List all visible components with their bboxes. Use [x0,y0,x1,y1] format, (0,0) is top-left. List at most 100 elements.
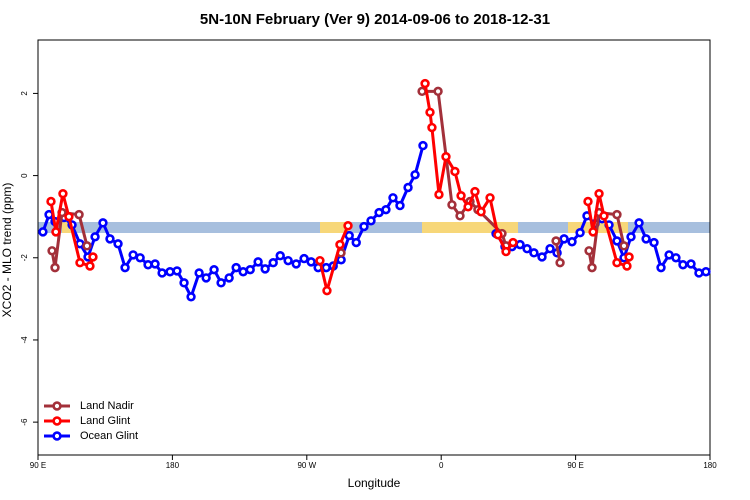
data-point [456,191,466,201]
data-point [555,258,565,268]
data-point [447,200,457,210]
data-point [231,262,241,273]
data-point [671,253,681,263]
x-tick-label: 180 [166,461,180,470]
data-point [678,260,688,270]
data-point [649,237,659,248]
data-point [403,182,413,193]
y-tick-label: -4 [20,336,29,344]
data-point [584,246,594,256]
data-point [283,255,293,266]
data-point [82,241,92,251]
data-point [135,253,145,263]
land-patch [320,222,350,233]
data-point [701,267,711,277]
y-axis-label: XCO2 - MLO trend (ppm) [0,183,14,318]
data-point [395,200,405,211]
data-point [105,234,115,244]
data-point [275,251,285,261]
data-point [216,278,226,288]
y-tick-label: -6 [20,418,29,426]
data-point [143,260,153,270]
data-point [88,252,98,262]
y-tick-label: 2 [20,91,29,96]
legend-label: Land Nadir [80,400,134,412]
data-point [268,258,278,268]
data-point [463,202,473,212]
data-point [260,264,270,274]
data-point [224,273,234,283]
x-tick-label: 0 [439,461,444,470]
x-tick-label: 90 E [30,461,46,470]
data-point [626,232,636,242]
data-point [594,188,604,199]
data-point [433,86,443,97]
data-point [58,188,68,199]
data-point [545,244,555,254]
data-point [120,262,130,273]
data-point [194,268,204,278]
data-point [209,264,219,275]
data-point [50,262,60,273]
data-point [306,257,316,267]
chart-title: 5N-10N February (Ver 9) 2014-09-06 to 20… [200,11,550,28]
data-point [529,248,539,258]
data-point [455,211,465,221]
data-point [410,170,420,180]
data-point [559,234,569,244]
data-point [113,239,123,249]
data-point [551,236,561,246]
data-point [366,216,376,226]
data-point [344,230,354,241]
data-point [508,237,518,248]
data-point [38,227,48,237]
data-point [612,258,622,268]
data-point [172,266,182,276]
data-point [90,232,100,242]
data-point [485,193,495,203]
data-point [587,262,597,273]
x-tick-label: 90 E [567,461,583,470]
legend-label: Land Glint [80,415,130,427]
data-point [245,264,255,275]
data-point [583,196,593,207]
data-point [634,218,644,228]
data-point [150,259,160,269]
data-point [343,221,353,231]
legend-label: Ocean Glint [80,430,138,442]
legend-swatch-marker [52,401,62,411]
data-point [418,140,428,151]
x-tick-label: 180 [703,461,717,470]
legend-swatch-marker [52,431,62,441]
data-point [157,268,167,278]
data-point [420,78,430,89]
data-point [359,221,369,232]
data-point [165,267,175,277]
data-point [85,261,95,271]
data-point [315,255,325,266]
data-point [51,227,61,237]
data-point [186,292,196,302]
data-point [47,246,57,256]
plot: 90 E 180 90 W 0 90 E 180 -6 -4 -2 0 2 [20,78,717,470]
data-point [434,189,444,200]
x-axis-label: Longitude [348,476,401,490]
y-tick-label: 0 [20,173,29,178]
data-point [417,86,427,97]
data-point [427,122,437,133]
data-point [351,237,361,248]
data-point [201,273,211,283]
data-point [291,259,301,269]
data-point [322,285,332,296]
legend: Land Nadir Land Glint Ocean Glint [44,400,138,442]
data-point [46,196,56,207]
data-point [501,246,511,257]
data-point [612,236,622,246]
data-point [619,241,629,251]
data-point [335,239,345,250]
x-tick-label: 90 W [297,461,316,470]
legend-swatch-marker [52,416,62,426]
data-point [299,253,309,264]
data-point [522,244,532,254]
